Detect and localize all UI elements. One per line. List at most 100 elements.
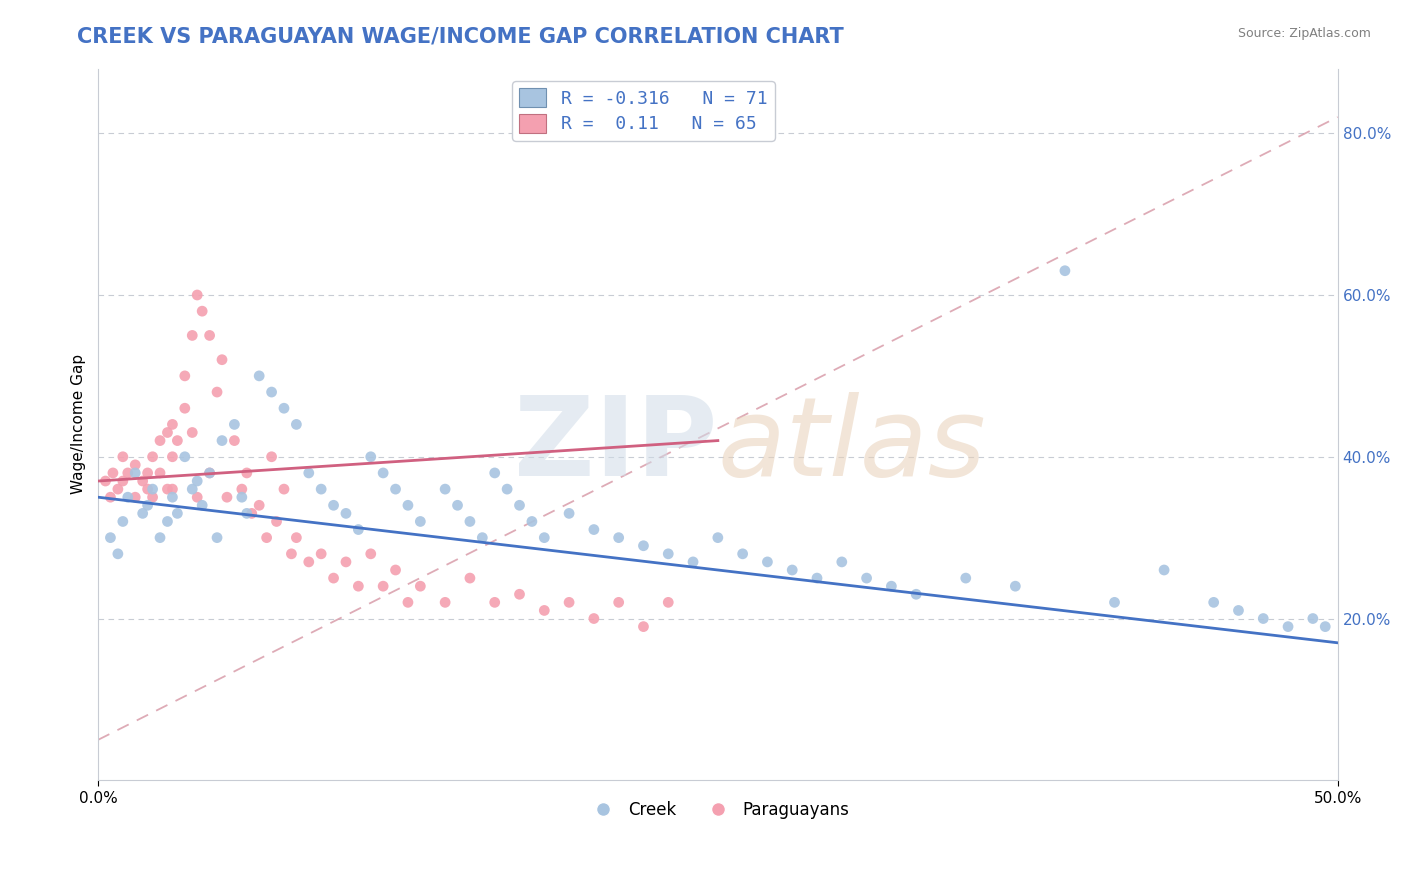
Point — [347, 523, 370, 537]
Point — [298, 555, 321, 569]
Point — [1104, 595, 1126, 609]
Point — [335, 507, 357, 521]
Point — [111, 515, 134, 529]
Point — [484, 466, 506, 480]
Text: CREEK VS PARAGUAYAN WAGE/INCOME GAP CORRELATION CHART: CREEK VS PARAGUAYAN WAGE/INCOME GAP CORR… — [77, 27, 844, 46]
Text: atlas: atlas — [718, 392, 987, 500]
Point — [633, 539, 655, 553]
Point — [558, 595, 581, 609]
Point — [582, 611, 605, 625]
Point — [142, 490, 165, 504]
Point — [198, 328, 221, 343]
Point — [124, 458, 146, 472]
Point — [409, 515, 432, 529]
Point — [136, 466, 159, 480]
Point — [780, 563, 803, 577]
Point — [100, 490, 122, 504]
Point — [1053, 264, 1076, 278]
Point — [131, 507, 153, 521]
Point — [434, 595, 457, 609]
Point — [107, 547, 129, 561]
Point — [360, 450, 382, 464]
Point — [256, 531, 278, 545]
Point — [682, 555, 704, 569]
Point — [136, 482, 159, 496]
Point — [124, 490, 146, 504]
Point — [224, 434, 246, 448]
Point — [166, 507, 188, 521]
Point — [1302, 611, 1324, 625]
Point — [309, 482, 332, 496]
Point — [266, 515, 288, 529]
Point — [205, 531, 228, 545]
Point — [142, 450, 165, 464]
Point — [280, 547, 302, 561]
Point — [322, 571, 344, 585]
Point — [162, 482, 184, 496]
Point — [205, 385, 228, 400]
Point — [806, 571, 828, 585]
Point — [166, 434, 188, 448]
Point — [124, 466, 146, 480]
Point — [273, 401, 295, 416]
Point — [181, 482, 204, 496]
Point — [880, 579, 903, 593]
Point — [396, 498, 419, 512]
Point — [162, 450, 184, 464]
Point — [707, 531, 730, 545]
Point — [582, 523, 605, 537]
Point — [247, 368, 270, 383]
Point — [1004, 579, 1026, 593]
Point — [211, 434, 233, 448]
Point — [273, 482, 295, 496]
Point — [520, 515, 543, 529]
Point — [1277, 619, 1299, 633]
Point — [117, 490, 139, 504]
Point — [198, 466, 221, 480]
Point — [149, 466, 172, 480]
Point — [471, 531, 494, 545]
Point — [107, 482, 129, 496]
Point — [855, 571, 877, 585]
Point — [607, 595, 630, 609]
Point — [156, 515, 179, 529]
Point — [149, 531, 172, 545]
Point — [384, 563, 406, 577]
Point — [198, 466, 221, 480]
Point — [558, 507, 581, 521]
Point — [231, 490, 253, 504]
Point — [224, 417, 246, 432]
Point — [496, 482, 519, 496]
Point — [335, 555, 357, 569]
Point — [260, 450, 283, 464]
Point — [186, 490, 208, 504]
Point — [1202, 595, 1225, 609]
Point — [236, 466, 259, 480]
Point — [533, 531, 555, 545]
Point — [905, 587, 928, 601]
Point — [508, 587, 530, 601]
Point — [142, 482, 165, 496]
Point — [633, 619, 655, 633]
Point — [731, 547, 754, 561]
Point — [131, 474, 153, 488]
Point — [384, 482, 406, 496]
Point — [831, 555, 853, 569]
Point — [657, 547, 679, 561]
Point — [173, 401, 195, 416]
Point — [162, 490, 184, 504]
Point — [657, 595, 679, 609]
Point — [186, 474, 208, 488]
Point — [111, 450, 134, 464]
Point — [162, 417, 184, 432]
Point — [409, 579, 432, 593]
Point — [181, 328, 204, 343]
Point — [236, 507, 259, 521]
Point — [607, 531, 630, 545]
Point — [186, 288, 208, 302]
Point — [373, 579, 395, 593]
Point — [1315, 619, 1337, 633]
Point — [508, 498, 530, 512]
Point — [100, 531, 122, 545]
Point — [191, 304, 214, 318]
